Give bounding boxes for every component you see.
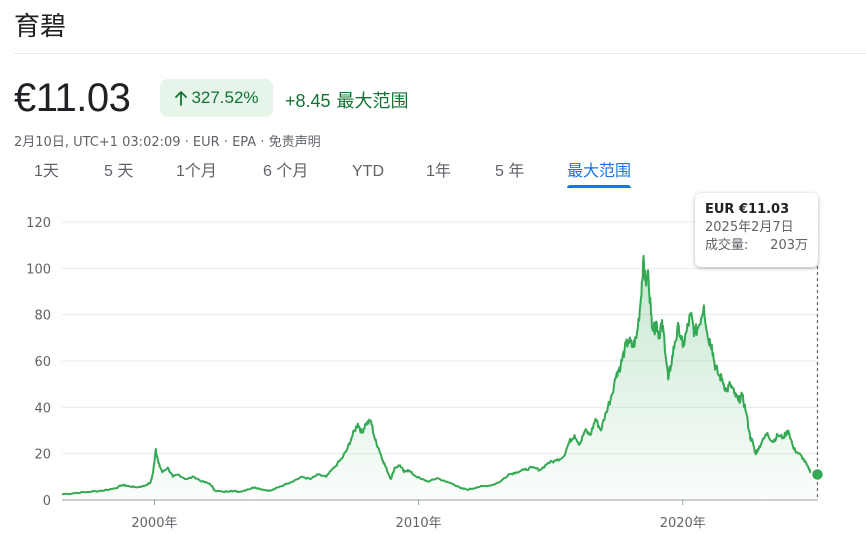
stock-name: 育碧 [14, 12, 67, 42]
price-meta: 2月10日, UTC+1 03:02:09 · EUR · EPA · 免责声明 [14, 135, 321, 150]
x-tick-label: 2000年 [131, 516, 177, 531]
tooltip-price: EUR €11.03 [705, 202, 790, 217]
current-price: €11.03 [14, 76, 131, 120]
tooltip-date: 2025年2月7日 [705, 220, 794, 235]
y-tick-label: 80 [34, 309, 51, 324]
tab-max[interactable]: 最大范围 [567, 160, 632, 188]
abs-change-value: +8.45 [285, 91, 331, 111]
arrow-up-icon [175, 91, 188, 106]
tab-1-year[interactable]: 1年 [426, 163, 451, 180]
x-tick-label: 2020年 [660, 516, 706, 531]
tab-1-day[interactable]: 1天 [34, 163, 59, 180]
price-line [61, 254, 819, 496]
y-tick-label: 120 [26, 216, 51, 231]
tab-1-month[interactable]: 1个月 [176, 163, 217, 180]
y-tick-label: 100 [26, 262, 51, 277]
tooltip-volume-value: 203万 [770, 238, 808, 253]
x-tick-label: 2010年 [396, 516, 442, 531]
percent-change-value: 327.52% [191, 88, 259, 107]
percent-change-badge: 327.52% [160, 79, 273, 117]
abs-change: +8.45 最大范围 [285, 87, 409, 113]
y-tick-label: 60 [34, 355, 51, 370]
tab-5-year[interactable]: 5 年 [495, 163, 525, 180]
chart-tooltip: EUR €11.03 2025年2月7日 成交量: 203万 [695, 193, 818, 267]
tab-6-month[interactable]: 6 个月 [263, 163, 309, 180]
tab-ytd[interactable]: YTD [352, 163, 384, 180]
tooltip-volume-label: 成交量: [705, 238, 749, 253]
tooltip-volume: 成交量: 203万 [705, 237, 808, 255]
y-tick-label: 0 [43, 494, 51, 509]
tab-5-day[interactable]: 5 天 [104, 163, 134, 180]
header-divider [14, 53, 866, 54]
abs-change-range: 最大范围 [336, 91, 409, 111]
y-tick-label: 40 [34, 401, 51, 416]
y-tick-label: 20 [34, 448, 51, 463]
price-endpoint-dot [810, 467, 825, 482]
price-area-fill [62, 255, 818, 500]
